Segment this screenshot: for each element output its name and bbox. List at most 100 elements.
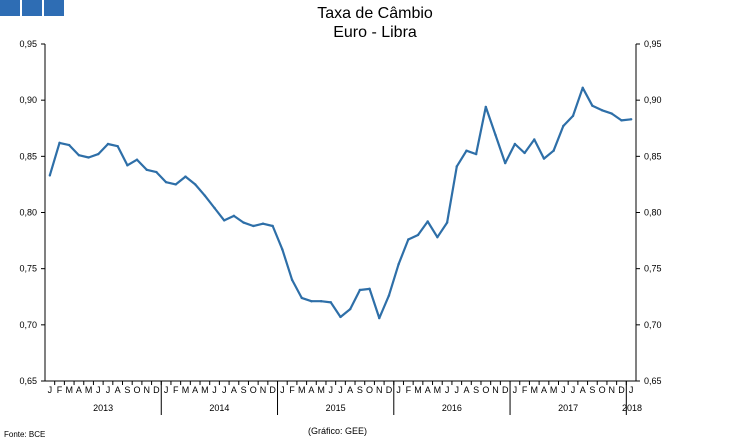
x-month-label: D [618,385,625,395]
data-point [552,149,555,152]
x-month-label: A [76,385,82,395]
data-point [242,221,245,224]
x-month-label: O [482,385,489,395]
data-point [513,142,517,146]
data-point [281,248,284,251]
data-point [145,168,148,172]
x-month-label: S [357,385,363,395]
data-point [48,174,52,177]
x-month-label: N [492,385,499,395]
data-point [426,220,429,223]
data-point [407,238,410,241]
data-point [319,300,323,303]
data-point [252,224,255,228]
x-month-label: J [106,385,111,395]
y-tick-label-right: 0,75 [644,264,662,274]
x-month-label: A [347,385,353,395]
x-month-label: S [589,385,595,395]
y-tick-label-left: 0,85 [19,151,37,161]
data-point [465,149,468,152]
x-month-label: J [96,385,101,395]
x-month-label: M [85,385,93,395]
chart-title-line2: Euro - Libra [333,24,417,41]
data-point [155,170,158,174]
data-point [339,315,342,319]
x-year-label: 2016 [442,403,462,413]
x-month-label: A [425,385,431,395]
data-point [77,154,81,157]
y-tick-label-right: 0,95 [644,39,662,49]
x-month-label: N [143,385,150,395]
data-point [600,109,604,112]
x-month-label: M [317,385,325,395]
data-point [629,118,633,121]
data-point [542,157,546,160]
x-month-label: J [571,385,576,395]
y-tick-label-right: 0,80 [644,208,662,218]
data-point [97,152,100,156]
x-month-label: J [396,385,401,395]
data-point [455,165,458,168]
x-month-label: A [231,385,237,395]
x-month-label: A [463,385,469,395]
data-point [223,219,226,222]
x-month-label: J [629,385,634,395]
x-month-label: D [153,385,160,395]
x-month-label: N [260,385,267,395]
data-point [368,287,371,291]
x-month-label: J [561,385,566,395]
data-point [436,236,439,239]
data-point [232,214,236,218]
data-point [184,175,187,178]
data-point [533,138,536,141]
x-month-label: D [502,385,509,395]
x-month-label: F [57,385,63,395]
x-month-label: S [473,385,479,395]
data-point [290,278,294,282]
data-point [523,151,526,155]
data-point [58,141,61,145]
x-month-label: J [222,385,227,395]
y-tick-label-right: 0,90 [644,95,662,105]
data-point [329,301,333,304]
x-month-label: M [201,385,209,395]
y-tick-label-left: 0,70 [19,320,37,330]
chart-credit: (Gráfico: GEE) [308,426,368,436]
data-point [416,233,420,237]
x-month-label: J [280,385,285,395]
y-tick-label-left: 0,80 [19,208,37,218]
x-month-label: J [513,385,518,395]
x-year-label: 2013 [93,403,113,413]
data-point [571,114,575,118]
data-point [193,183,197,186]
y-tick-label-left: 0,75 [19,264,37,274]
data-point [135,158,139,161]
x-month-label: M [531,385,539,395]
x-year-label: 2014 [209,403,229,413]
data-point [387,294,391,297]
chart-title: Taxa de Câmbio Euro - Libra [0,4,750,42]
x-month-label: O [250,385,257,395]
x-month-label: S [241,385,247,395]
data-point [484,105,488,109]
x-month-label: J [455,385,460,395]
data-point [358,288,362,292]
y-tick-label-right: 0,65 [644,376,662,386]
logo [0,0,64,16]
data-point [310,300,313,303]
y-tick-label-right: 0,85 [644,151,662,161]
x-month-label: J [48,385,53,395]
data-point [378,316,381,320]
logo-square [44,0,64,16]
x-year-label: 2017 [558,403,578,413]
x-month-label: F [522,385,528,395]
x-year-label: 2018 [622,403,642,413]
data-point [474,152,478,156]
data-point [261,222,265,225]
x-month-label: A [541,385,547,395]
x-month-label: N [376,385,383,395]
data-point [174,183,177,186]
data-point [203,194,207,197]
data-point [348,307,352,311]
